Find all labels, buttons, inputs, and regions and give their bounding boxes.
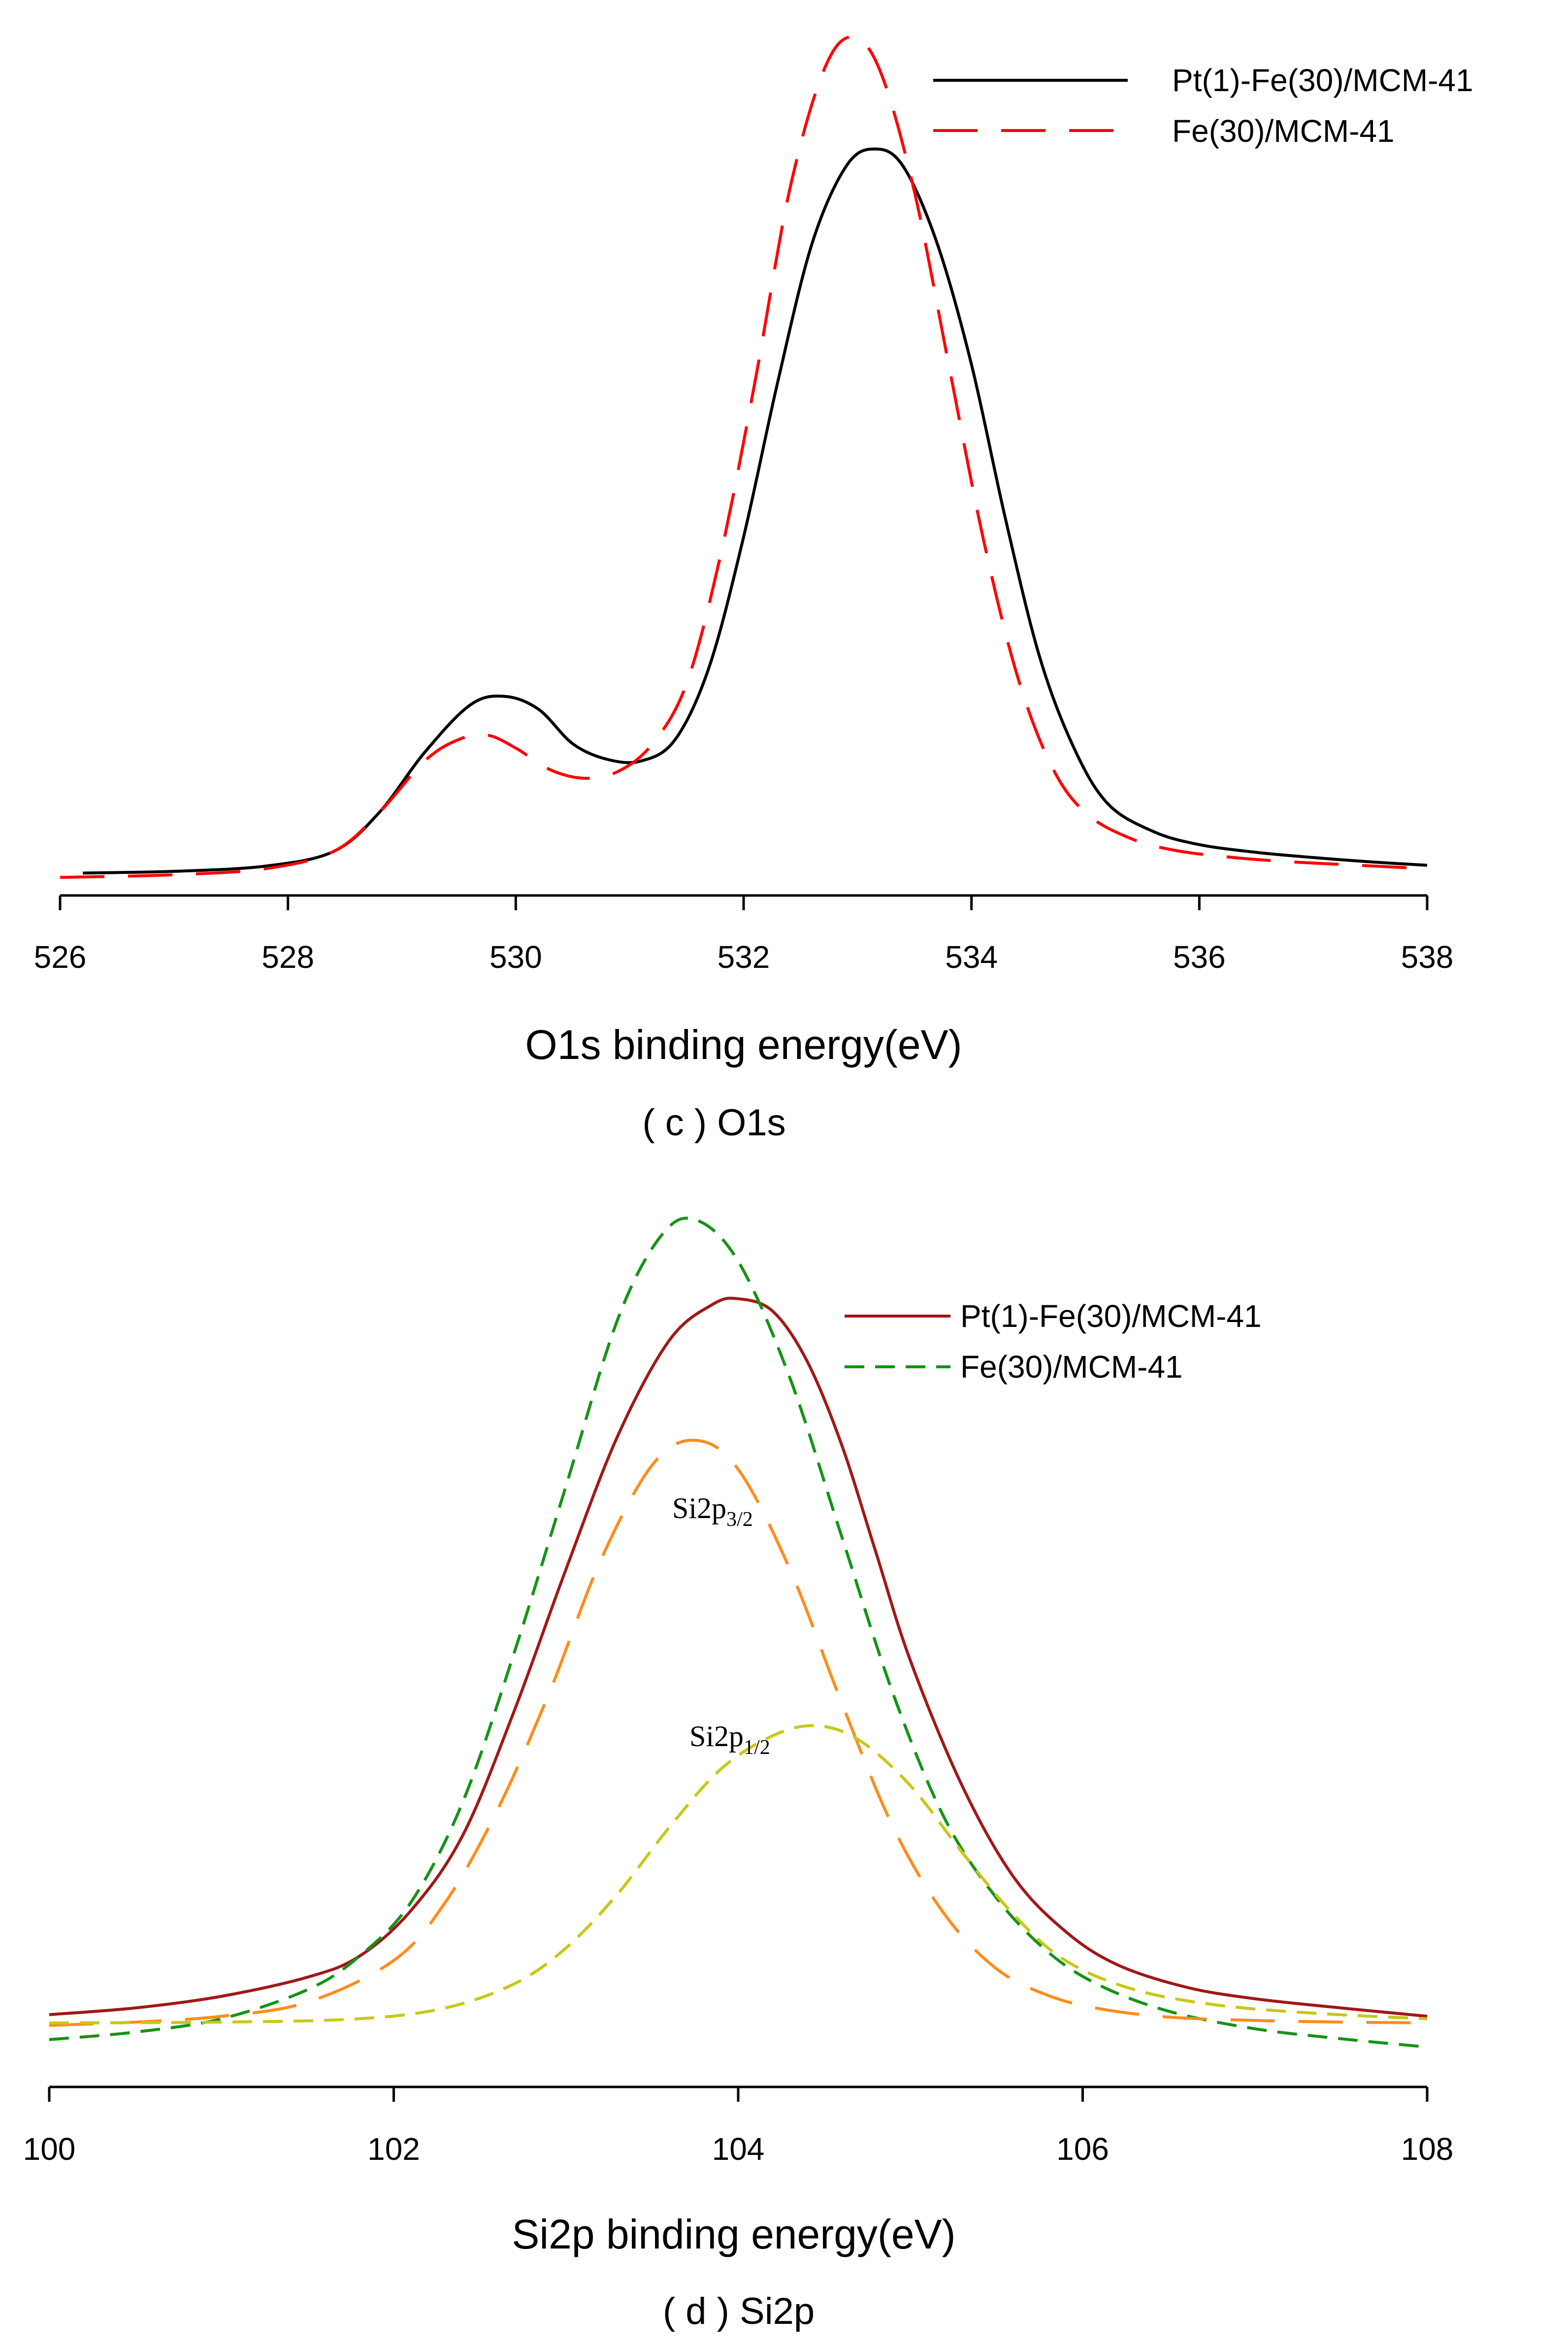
o1s-series-group (60, 35, 1428, 879)
o1s-series-fe-30-mcm-41 (60, 35, 1428, 879)
si2p-series-fe-30-mcm-41 (49, 1217, 1428, 2049)
si2p-panel: 100 102 104 106 108 Si2p3/2 Si2p1/2 Pt(1)-Fe… (23, 1217, 1454, 2332)
o1s-x-tick-label-530: 530 (490, 939, 542, 975)
si2p-tick-marks (48, 2087, 1429, 2102)
si2p-legend-label-fe: Fe(30)/MCM-41 (960, 1349, 1183, 1385)
o1s-legend-label-fe: Fe(30)/MCM-41 (1172, 113, 1395, 149)
si2p-series-pt-1-fe-30-mcm-41 (49, 1296, 1428, 2018)
si2p-legend-label-pt-fe: Pt(1)-Fe(30)/MCM-41 (960, 1298, 1262, 1334)
o1s-x-axis-title: O1s binding energy(eV) (525, 1022, 962, 1068)
o1s-legend-label-pt-fe: Pt(1)-Fe(30)/MCM-41 (1172, 63, 1473, 98)
o1s-tick-labels: 526 528 530 532 534 536 538 (34, 939, 1454, 975)
si2p-x-tick-label-104: 104 (712, 2131, 765, 2167)
si2p-x-tick-label-108: 108 (1401, 2131, 1454, 2167)
o1s-legend: Pt(1)-Fe(30)/MCM-41 Fe(30)/MCM-41 (933, 63, 1473, 149)
si2p-x-tick-label-100: 100 (23, 2131, 76, 2167)
o1s-tick-marks (59, 895, 1429, 910)
o1s-x-tick-label-534: 534 (945, 939, 998, 975)
si2p-x-tick-label-106: 106 (1056, 2131, 1109, 2167)
si2p-series-group (49, 1217, 1428, 2049)
o1s-x-tick-label-536: 536 (1173, 939, 1226, 975)
si2p-annotation-3-2: Si2p3/2 (672, 1492, 753, 1531)
o1s-x-tick-label-532: 532 (718, 939, 770, 975)
o1s-caption: ( c ) O1s (642, 1102, 785, 1144)
si2p-x-tick-label-102: 102 (367, 2131, 420, 2167)
si2p-series-si2p1-2 (49, 1724, 1428, 2025)
o1s-series-pt-1-fe-30-mcm-41 (83, 147, 1428, 875)
o1s-x-tick-label-528: 528 (261, 939, 314, 975)
si2p-tick-labels: 100 102 104 106 108 (23, 2131, 1454, 2167)
si2p-x-axis-title: Si2p binding energy(eV) (512, 2211, 955, 2257)
si2p-annotation-1-2: Si2p1/2 (689, 1720, 770, 1759)
o1s-panel: 526 528 530 532 534 536 538 Pt(1)-Fe(30)/MCM-4… (34, 35, 1473, 1144)
o1s-x-tick-label-538: 538 (1401, 939, 1454, 975)
si2p-caption: ( d ) Si2p (663, 2290, 815, 2332)
si2p-series-si2p3-2 (49, 1439, 1428, 2027)
si2p-legend: Pt(1)-Fe(30)/MCM-41 Fe(30)/MCM-41 (845, 1298, 1262, 1385)
o1s-x-tick-label-526: 526 (34, 939, 87, 975)
